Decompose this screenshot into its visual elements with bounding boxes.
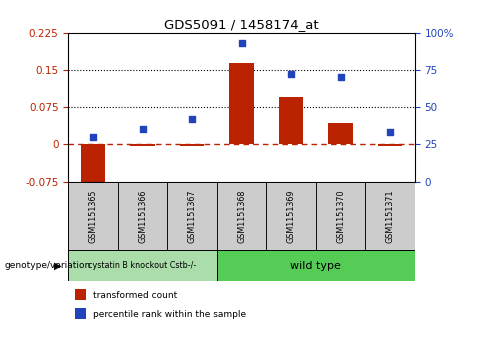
Bar	[229, 64, 254, 144]
Bar	[328, 123, 353, 144]
Bar	[130, 144, 155, 146]
Bar	[217, 182, 266, 250]
Bar	[118, 182, 167, 250]
Bar	[217, 250, 415, 281]
Point	[238, 40, 245, 46]
Point	[386, 130, 394, 135]
Bar	[266, 182, 316, 250]
Bar	[180, 144, 204, 146]
Text: transformed count: transformed count	[93, 291, 177, 299]
Bar	[68, 182, 118, 250]
Point	[287, 72, 295, 77]
Bar	[75, 289, 86, 300]
Text: percentile rank within the sample: percentile rank within the sample	[93, 310, 245, 319]
Bar	[75, 308, 86, 319]
Text: GSM1151369: GSM1151369	[286, 189, 296, 243]
Bar	[68, 250, 217, 281]
Text: GSM1151370: GSM1151370	[336, 189, 345, 243]
Point	[337, 74, 345, 80]
Title: GDS5091 / 1458174_at: GDS5091 / 1458174_at	[164, 19, 319, 32]
Bar	[378, 144, 403, 146]
Text: ▶: ▶	[54, 261, 61, 271]
Bar	[279, 97, 304, 144]
Bar	[167, 182, 217, 250]
Text: GSM1151365: GSM1151365	[88, 189, 98, 243]
Bar	[316, 182, 366, 250]
Text: GSM1151368: GSM1151368	[237, 189, 246, 243]
Bar	[366, 182, 415, 250]
Text: cystatin B knockout Cstb-/-: cystatin B knockout Cstb-/-	[88, 261, 197, 270]
Text: GSM1151366: GSM1151366	[138, 189, 147, 243]
Point	[139, 127, 146, 132]
Text: GSM1151367: GSM1151367	[187, 189, 197, 243]
Text: genotype/variation: genotype/variation	[5, 261, 91, 270]
Point	[89, 134, 97, 140]
Point	[188, 116, 196, 122]
Text: GSM1151371: GSM1151371	[386, 189, 395, 243]
Bar	[81, 144, 105, 187]
Text: wild type: wild type	[290, 261, 341, 271]
